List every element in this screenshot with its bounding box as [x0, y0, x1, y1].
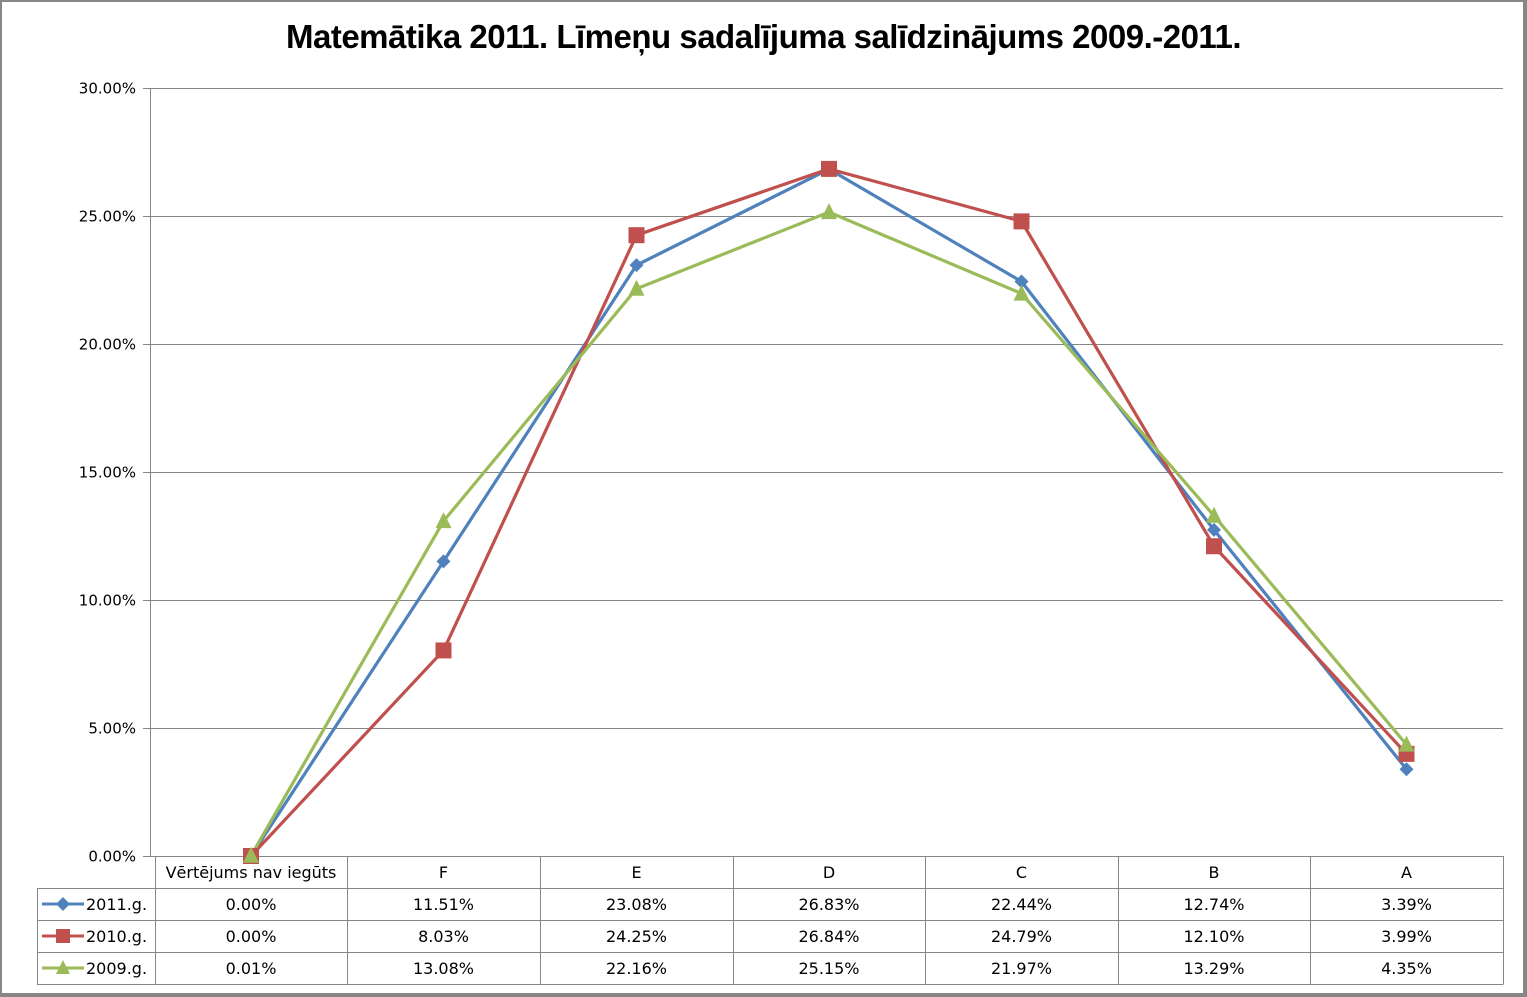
data-point-diamond: [629, 258, 644, 273]
data-point-triangle: [821, 203, 837, 220]
data-table-cell: 25.15%: [798, 959, 859, 978]
data-table-cell: 26.84%: [798, 927, 859, 946]
data-point-triangle: [243, 846, 259, 863]
y-tick-label: 0.00%: [88, 848, 136, 866]
data-point-diamond: [56, 897, 70, 911]
gridlines: [150, 88, 1503, 729]
data-table-cell: 0.01%: [226, 959, 277, 978]
legend-key-diamond: [42, 897, 84, 911]
data-point-triangle: [56, 960, 70, 974]
data-table-cell: 8.03%: [418, 927, 469, 946]
data-point-square: [1013, 213, 1030, 230]
data-point-square: [56, 929, 70, 943]
legend-label: 2010.g.: [86, 927, 147, 946]
data-table-cell: 3.39%: [1381, 895, 1432, 914]
data-point-triangle: [628, 279, 645, 296]
category-label: B: [1209, 863, 1220, 882]
data-point-diamond: [1014, 274, 1029, 289]
series-lines: [249, 167, 1408, 858]
data-point-triangle: [1398, 735, 1415, 752]
data-point-diamond: [1207, 522, 1221, 537]
y-tick-label: 25.00%: [79, 208, 136, 226]
data-table-cell: 3.99%: [1381, 927, 1432, 946]
data-table: Vērtējums nav iegūts F E D C B A 2011.g. 0.00% 11…: [37, 856, 1504, 985]
legend-key-triangle: [42, 960, 84, 974]
y-tick-label: 15.00%: [79, 464, 136, 482]
data-table-cell: 22.16%: [606, 959, 667, 978]
data-point-diamond: [436, 554, 451, 569]
data-point-square: [1206, 538, 1222, 555]
category-label: A: [1401, 863, 1412, 882]
data-table-cell: 13.08%: [413, 959, 474, 978]
data-table-cell: 26.83%: [798, 895, 859, 914]
legend-label: 2011.g.: [86, 895, 147, 914]
data-point-triangle: [1013, 284, 1030, 301]
y-tick-label: 5.00%: [88, 720, 136, 738]
data-table-cell: 12.10%: [1183, 927, 1244, 946]
category-label: D: [823, 863, 835, 882]
data-table-cell: 23.08%: [606, 895, 667, 914]
data-table-cell: 24.25%: [606, 927, 667, 946]
data-table-cell: 12.74%: [1183, 895, 1244, 914]
category-label: E: [631, 863, 641, 882]
data-table-cell: 4.35%: [1381, 959, 1432, 978]
data-point-triangle: [435, 512, 452, 529]
data-table-cell: 0.00%: [226, 927, 277, 946]
data-point-square: [628, 227, 645, 244]
chart-title: Matemātika 2011. Līmeņu sadalījuma salīd…: [286, 18, 1242, 55]
data-table-cell: 22.44%: [991, 895, 1052, 914]
category-label: F: [439, 863, 448, 882]
data-table-cell: 13.29%: [1183, 959, 1244, 978]
data-point-diamond: [1399, 762, 1414, 777]
y-tick-label: 30.00%: [79, 80, 136, 98]
legend-label: 2009.g.: [86, 959, 147, 978]
data-table-cell: 0.00%: [226, 895, 277, 914]
category-label: C: [1016, 863, 1027, 882]
data-table-cell: 21.97%: [991, 959, 1052, 978]
series-line-2009.g.: [249, 210, 1408, 857]
series-markers: [243, 160, 1415, 864]
series-line-2010.g.: [249, 167, 1408, 858]
series-line-2011.g.: [249, 167, 1408, 857]
legend-key-square: [42, 929, 84, 943]
data-table-cell: 24.79%: [991, 927, 1052, 946]
category-label: Vērtējums nav iegūts: [166, 863, 337, 882]
y-tick-label: 10.00%: [79, 592, 136, 610]
data-point-square: [821, 160, 837, 177]
data-table-cell: 11.51%: [413, 895, 474, 914]
data-point-square: [435, 642, 452, 659]
data-point-triangle: [1206, 506, 1222, 523]
y-tick-label: 20.00%: [79, 336, 136, 354]
